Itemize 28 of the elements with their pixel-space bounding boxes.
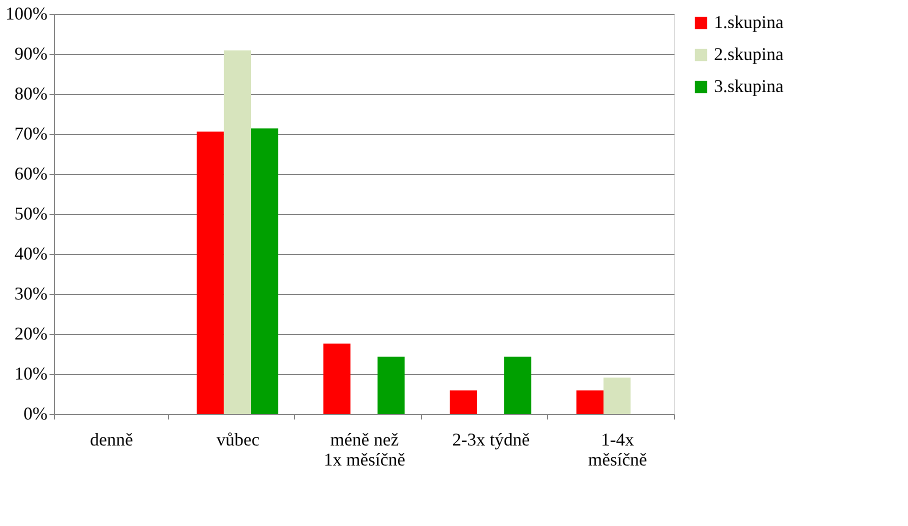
x-tick-label: méně než 1x měsíčně bbox=[324, 430, 406, 470]
y-tick-label: 30% bbox=[14, 284, 48, 304]
y-tick-label: 0% bbox=[24, 404, 48, 424]
y-tick-label: 50% bbox=[14, 204, 48, 224]
bar bbox=[378, 356, 405, 414]
legend-label: 2.skupina bbox=[714, 44, 784, 64]
bar bbox=[323, 344, 350, 414]
legend-label: 1.skupina bbox=[714, 12, 784, 32]
bar bbox=[251, 128, 278, 414]
bar bbox=[604, 378, 631, 414]
y-tick-label: 40% bbox=[14, 244, 48, 264]
bar bbox=[224, 50, 252, 414]
y-tick-label: 100% bbox=[6, 4, 48, 24]
legend-label: 3.skupina bbox=[714, 76, 784, 96]
y-tick-label: 90% bbox=[14, 44, 48, 64]
bar bbox=[450, 390, 477, 414]
x-tick-label: denně bbox=[90, 430, 133, 450]
y-tick-label: 10% bbox=[14, 364, 48, 384]
x-tick-label: vůbec bbox=[216, 430, 260, 450]
x-tick-label: 1-4x měsíčně bbox=[588, 430, 648, 470]
y-tick-label: 20% bbox=[14, 324, 48, 344]
y-tick-label: 70% bbox=[14, 124, 48, 144]
bar bbox=[196, 132, 224, 414]
bar bbox=[504, 356, 532, 414]
x-tick-label: 2-3x týdně bbox=[452, 430, 530, 450]
y-tick-label: 80% bbox=[14, 84, 48, 104]
bar bbox=[576, 390, 604, 414]
y-tick-label: 60% bbox=[14, 164, 48, 184]
